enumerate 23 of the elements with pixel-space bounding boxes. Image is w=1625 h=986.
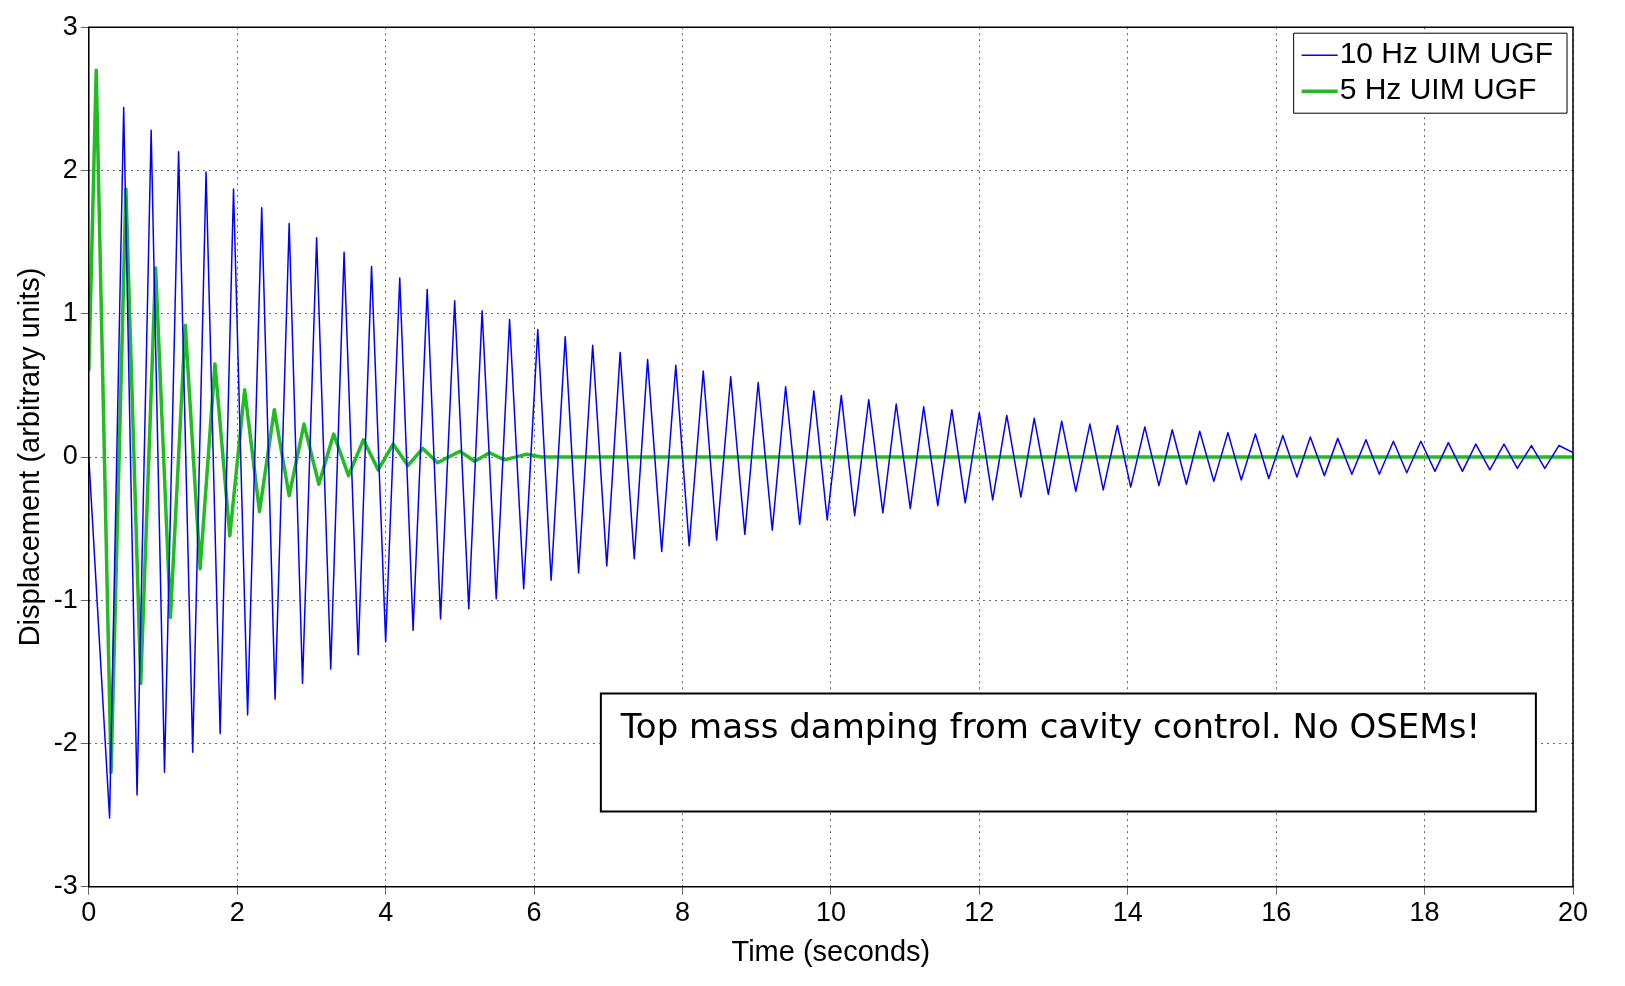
x-axis-title: Time (seconds) <box>731 934 931 967</box>
y-tick-label: 3 <box>62 10 78 41</box>
y-tick-label: 2 <box>62 153 78 184</box>
y-tick-label: -1 <box>53 583 78 614</box>
x-tick-label: 20 <box>1557 897 1589 928</box>
x-tick-label: 14 <box>1112 897 1143 928</box>
x-tick-label: 18 <box>1409 897 1440 928</box>
legend-label: 5 Hz UIM UGF <box>1339 72 1537 106</box>
y-tick-label: 0 <box>62 440 78 471</box>
legend-label: 10 Hz UIM UGF <box>1339 36 1553 70</box>
y-tick-label: -3 <box>53 870 78 901</box>
x-tick-label: 6 <box>526 897 542 928</box>
x-tick-label: 10 <box>815 897 846 928</box>
y-axis-title: Displacement (arbitrary units) <box>13 267 46 647</box>
y-tick-label: -2 <box>53 726 78 757</box>
x-tick-label: 0 <box>81 897 97 928</box>
x-tick-label: 4 <box>378 897 394 928</box>
x-tick-label: 16 <box>1261 897 1292 928</box>
x-tick-label: 12 <box>964 897 995 928</box>
x-tick-label: 2 <box>229 897 245 928</box>
y-tick-label: 1 <box>62 297 78 328</box>
x-tick-label: 8 <box>674 897 690 928</box>
annotation: Top mass damping from cavity control. No OSEMs! <box>619 706 1481 747</box>
